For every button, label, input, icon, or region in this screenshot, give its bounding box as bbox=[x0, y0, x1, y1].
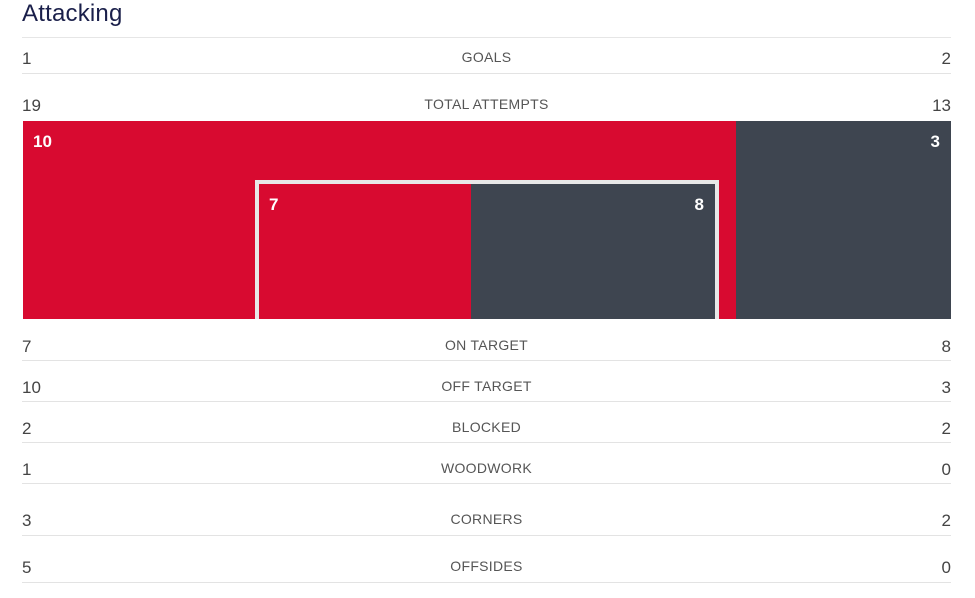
section-title: Attacking bbox=[22, 0, 123, 27]
divider bbox=[22, 360, 951, 361]
stat-row-blocked: 2 BLOCKED 2 bbox=[22, 418, 951, 454]
home-value: 10 bbox=[22, 378, 41, 397]
away-value: 2 bbox=[941, 49, 951, 68]
divider bbox=[22, 582, 951, 583]
home-value: 1 bbox=[22, 49, 32, 68]
home-on-target-value: 7 bbox=[269, 195, 279, 214]
stat-label: TOTAL ATTEMPTS bbox=[424, 96, 549, 112]
away-value: 0 bbox=[941, 558, 951, 577]
divider bbox=[22, 37, 951, 38]
stat-row-goals: 1 GOALS 2 bbox=[22, 48, 951, 84]
stat-label: OFF TARGET bbox=[441, 378, 532, 394]
away-value: 2 bbox=[941, 419, 951, 438]
divider bbox=[22, 73, 951, 74]
divider bbox=[22, 442, 951, 443]
stat-row-corners: 3 CORNERS 2 bbox=[22, 510, 951, 546]
stat-label: GOALS bbox=[461, 49, 512, 65]
away-value: 13 bbox=[932, 96, 951, 115]
stat-row-offsides: 5 OFFSIDES 0 bbox=[22, 557, 951, 593]
stat-label: BLOCKED bbox=[451, 419, 521, 435]
stat-label: CORNERS bbox=[450, 511, 523, 527]
stat-row-total-attempts: 19 TOTAL ATTEMPTS 13 bbox=[22, 95, 951, 131]
stat-row-woodwork: 1 WOODWORK 0 bbox=[22, 459, 951, 495]
away-off-target-bar: 3 bbox=[736, 121, 951, 319]
divider bbox=[22, 483, 951, 484]
away-on-target-bar: 8 bbox=[471, 184, 715, 319]
home-on-target-bar: 7 bbox=[259, 184, 471, 319]
home-off-target-value: 10 bbox=[33, 132, 52, 151]
home-value: 3 bbox=[22, 511, 32, 530]
home-value: 5 bbox=[22, 558, 32, 577]
away-value: 8 bbox=[941, 337, 951, 356]
stat-row-on-target: 7 ON TARGET 8 bbox=[22, 336, 951, 372]
home-value: 7 bbox=[22, 337, 32, 356]
stat-label: WOODWORK bbox=[440, 460, 533, 476]
stat-label: ON TARGET bbox=[444, 337, 529, 353]
home-value: 2 bbox=[22, 419, 32, 438]
stat-label: OFFSIDES bbox=[450, 558, 523, 574]
away-on-target-value: 8 bbox=[694, 195, 704, 214]
away-value: 3 bbox=[941, 378, 951, 397]
divider bbox=[22, 401, 951, 402]
attempts-graphic: 10 3 7 8 bbox=[23, 121, 951, 319]
divider bbox=[22, 535, 951, 536]
away-off-target-value: 3 bbox=[930, 132, 940, 151]
goal-frame: 7 8 bbox=[255, 180, 719, 319]
stat-row-off-target: 10 OFF TARGET 3 bbox=[22, 377, 951, 413]
away-value: 2 bbox=[941, 511, 951, 530]
home-value: 19 bbox=[22, 96, 41, 115]
away-value: 0 bbox=[941, 460, 951, 479]
home-value: 1 bbox=[22, 460, 32, 479]
